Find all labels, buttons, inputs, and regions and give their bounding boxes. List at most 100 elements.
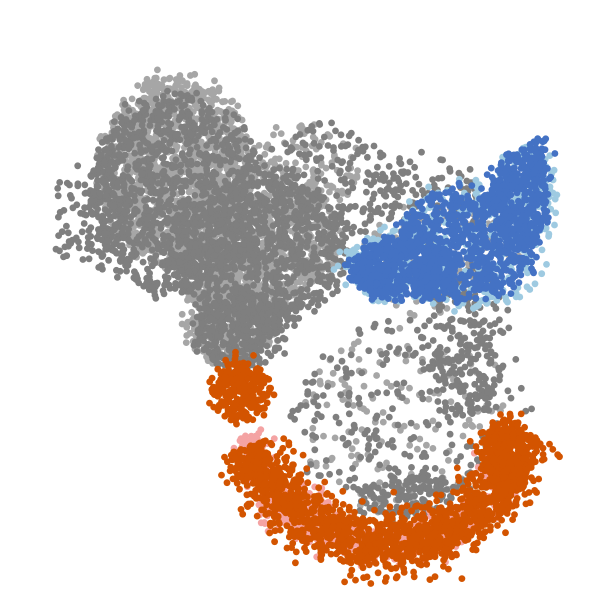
data-point — [192, 137, 200, 145]
data-point — [202, 178, 210, 186]
data-point — [172, 204, 179, 212]
data-point — [311, 307, 318, 315]
data-point — [137, 149, 145, 157]
data-point — [402, 357, 410, 365]
data-point — [110, 118, 118, 125]
data-point — [233, 195, 241, 203]
data-point — [128, 95, 136, 103]
data-point — [234, 273, 242, 281]
data-point — [229, 97, 237, 105]
data-point — [128, 251, 135, 259]
data-point — [153, 281, 161, 288]
data-point — [298, 237, 305, 245]
data-point — [354, 167, 361, 175]
data-point — [237, 246, 244, 254]
data-point — [282, 233, 290, 241]
data-point — [143, 279, 151, 287]
data-point — [253, 264, 260, 272]
data-point — [160, 136, 168, 144]
data-point — [469, 423, 477, 430]
data-point — [159, 169, 166, 177]
data-point — [139, 107, 147, 114]
data-point — [379, 418, 387, 426]
data-point — [154, 122, 162, 130]
data-point — [321, 297, 329, 304]
data-point — [139, 243, 146, 251]
data-point — [196, 200, 204, 208]
data-point — [247, 225, 255, 233]
data-point — [244, 163, 251, 171]
data-point — [127, 190, 135, 198]
data-point — [328, 272, 335, 280]
data-point — [222, 108, 230, 116]
data-point — [188, 97, 196, 104]
data-point — [181, 101, 189, 109]
data-point — [213, 95, 220, 103]
data-point — [296, 244, 304, 252]
data-point — [108, 142, 115, 150]
data-point — [233, 283, 241, 291]
data-point — [176, 258, 183, 266]
data-point — [177, 90, 185, 98]
data-point — [229, 167, 237, 175]
data-point — [120, 234, 127, 242]
data-point — [211, 77, 218, 85]
data-point — [114, 273, 121, 281]
data-point — [222, 136, 230, 143]
data-point — [94, 205, 101, 213]
data-point — [250, 252, 258, 259]
data-point — [194, 173, 202, 181]
data-point — [187, 178, 195, 186]
data-point — [170, 162, 178, 170]
data-point — [135, 97, 143, 105]
data-point — [165, 75, 173, 83]
data-point — [162, 148, 170, 156]
data-point — [177, 168, 185, 176]
data-point — [429, 445, 437, 452]
data-point — [159, 92, 167, 100]
data-point — [93, 182, 101, 190]
data-point — [296, 287, 304, 295]
data-point — [143, 75, 151, 83]
data-point — [214, 246, 221, 253]
data-point — [227, 209, 235, 217]
data-point — [229, 150, 237, 158]
data-point — [148, 143, 156, 151]
data-point — [153, 89, 160, 97]
data-point — [267, 252, 275, 259]
data-point — [185, 150, 193, 158]
data-point — [154, 148, 162, 156]
data-point — [296, 123, 303, 131]
data-point — [273, 258, 281, 266]
data-point — [277, 130, 285, 138]
data-point — [360, 382, 368, 390]
data-point — [139, 86, 147, 94]
data-point — [241, 125, 248, 133]
data-point — [313, 289, 321, 297]
data-point — [119, 250, 127, 257]
data-point — [235, 206, 243, 214]
data-point — [281, 350, 288, 357]
data-point — [178, 123, 186, 131]
data-point — [248, 271, 256, 279]
data-point — [262, 264, 270, 272]
data-point — [203, 221, 211, 229]
data-point — [165, 259, 173, 266]
data-point — [339, 231, 346, 239]
data-point — [291, 253, 299, 261]
data-point — [423, 441, 430, 449]
data-point — [320, 432, 327, 440]
data-point — [119, 172, 127, 179]
data-point — [176, 281, 184, 289]
data-point — [172, 156, 180, 164]
data-point — [148, 155, 156, 163]
data-point — [147, 189, 155, 197]
data-point — [459, 432, 467, 440]
data-point — [120, 181, 128, 188]
data-point — [352, 438, 360, 445]
data-point — [210, 120, 218, 128]
data-point — [234, 102, 242, 110]
data-point — [152, 95, 160, 103]
data-point — [216, 293, 224, 301]
data-point — [139, 258, 147, 266]
